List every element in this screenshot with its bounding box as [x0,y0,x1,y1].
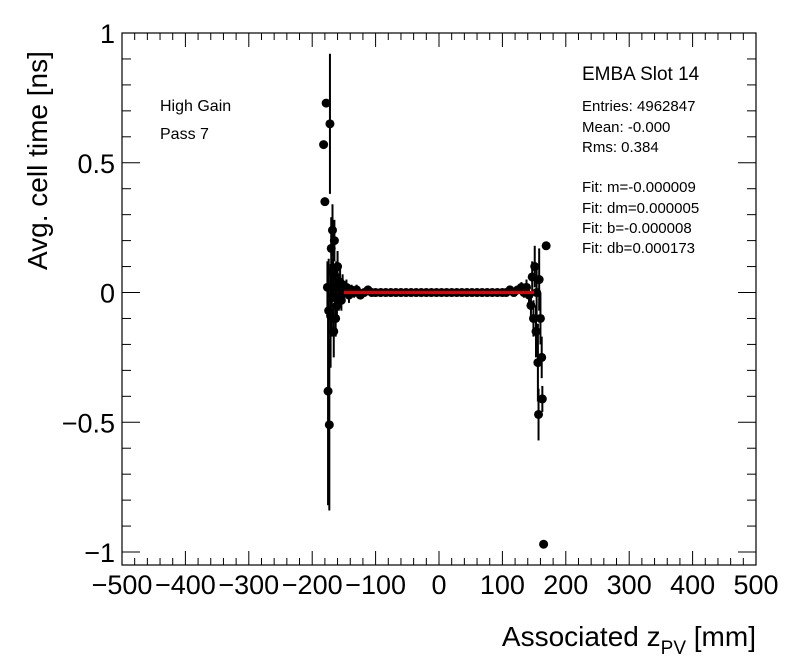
stats-entries: Entries: 4962847 [582,98,696,115]
data-point [331,313,341,323]
data-point [537,394,547,404]
data-point [534,275,544,285]
y-axis-label-wrap: Avg. cell time [ns] [6,0,66,672]
data-point [325,119,335,129]
y-tick-label: −0.5 [62,408,115,438]
data-point [320,197,330,207]
pass-label: Pass 7 [160,126,209,143]
data-point [321,98,331,108]
x-tick-label: 200 [543,570,588,600]
data-point [537,352,547,362]
data-point [541,241,551,251]
data-point [530,262,540,272]
data-point [534,409,544,419]
data-point [333,262,343,272]
stats-fit-m: Fit: m=-0.000009 [582,179,696,196]
x-tick-label: 100 [480,570,525,600]
y-tick-label: 0 [100,279,115,309]
data-point [539,539,549,549]
gain-label: High Gain [160,98,232,115]
x-axis-label: Associated zPV [mm] [502,621,756,659]
data-point [326,243,336,253]
data-point [327,293,337,303]
data-point [322,282,332,292]
x-tick-label: 400 [670,570,715,600]
data-point [531,326,541,336]
x-tick-label: −300 [218,570,279,600]
data-point [336,295,346,305]
data-point [327,225,337,235]
x-tick-label: 0 [431,570,446,600]
data-point [329,236,339,246]
data-point [319,140,329,150]
data-point [527,272,537,282]
data-point [329,326,339,336]
x-tick-label: −200 [282,570,343,600]
data-point [323,386,333,396]
y-tick-label: 1 [100,19,115,49]
stats-fit-b: Fit: b=-0.000008 [582,220,692,237]
data-point [535,313,545,323]
x-tick-label: 300 [607,570,652,600]
x-tick-label: 500 [733,570,778,600]
x-tick-label: −500 [92,570,153,600]
x-tick-label: −400 [155,570,216,600]
stats-mean: Mean: -0.000 [582,119,671,136]
stats-rms: Rms: 0.384 [582,139,659,156]
stats-fit-dm: Fit: dm=0.000005 [582,200,700,217]
y-tick-label: 0.5 [77,149,115,179]
x-tick-label: −100 [345,570,406,600]
data-point [528,313,538,323]
stats-fit-db: Fit: db=0.000173 [582,240,696,257]
y-axis-label: Avg. cell time [ns] [22,51,53,270]
data-point [526,300,536,310]
stats-title: EMBA Slot 14 [582,64,700,85]
data-point [521,282,531,292]
data-point [324,420,334,430]
data-point [532,288,542,298]
y-tick-label: −1 [84,538,115,568]
